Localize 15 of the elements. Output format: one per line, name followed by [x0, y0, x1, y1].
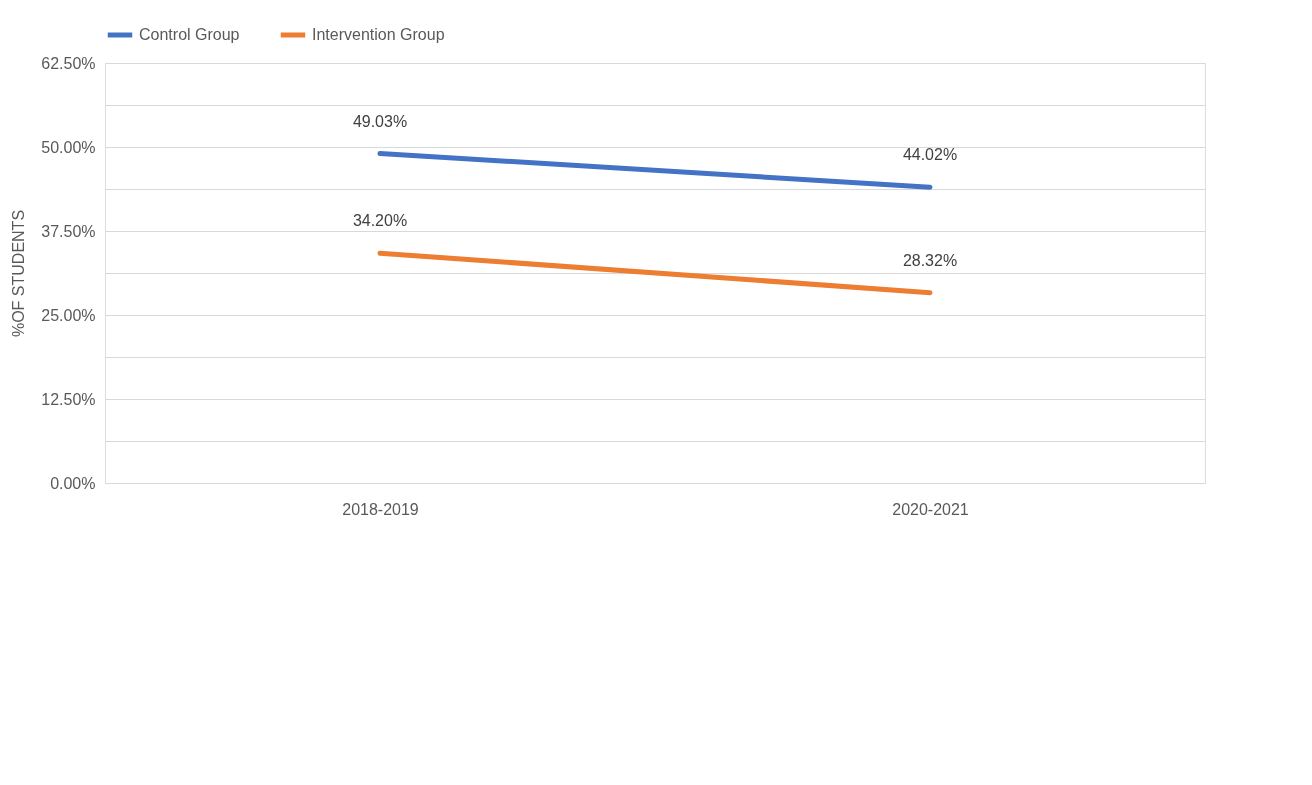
- legend-label: Intervention Group: [312, 26, 445, 43]
- data-label: 49.03%: [352, 112, 408, 130]
- data-label: 34.20%: [352, 212, 408, 230]
- y-tick-label: 62.50%: [41, 54, 96, 72]
- x-tick-label: 2018-2019: [342, 500, 419, 518]
- data-label: 28.32%: [902, 251, 958, 269]
- y-axis-title: %OF STUDENTS: [10, 209, 28, 338]
- y-tick-label: 0.00%: [50, 474, 96, 492]
- y-tick-label: 12.50%: [41, 390, 96, 408]
- legend-label: Control Group: [139, 26, 240, 43]
- y-tick-label: 37.50%: [41, 222, 96, 240]
- x-tick-label: 2020-2021: [892, 500, 969, 518]
- data-label: 44.02%: [902, 146, 958, 164]
- y-tick-label: 50.00%: [41, 138, 96, 156]
- y-tick-label: 25.00%: [41, 306, 96, 324]
